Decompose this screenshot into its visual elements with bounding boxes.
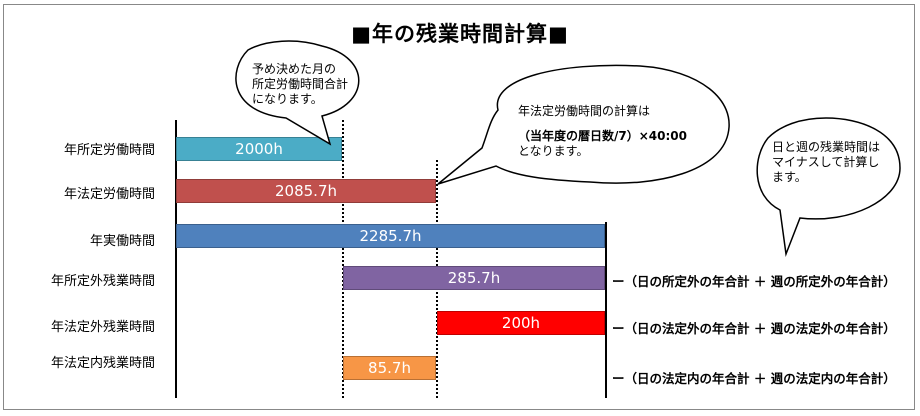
callout-bubble-negative [756,117,901,257]
formula-statutory-overtime: ー（日の法定外の年合計 ＋ 週の法定外の年合計） [612,321,896,336]
callout-bubble-prescribed [235,40,360,146]
formula-within-statutory-overtime: ー（日の法定内の年合計 ＋ 週の法定内の年合計） [612,371,896,386]
callout-statutory-line1: 年法定労働時間の計算は [518,104,651,118]
callout-statutory-line3: となります。 [518,144,589,158]
row-label-within-statutory-overtime: 年法定内残業時間 [50,356,155,371]
callout-prescribed-line2: 所定労働時間合計 [252,77,349,91]
callout-negative-line1: 日と週の残業時間は [772,140,881,154]
callout-prescribed-line3: になります。 [252,92,323,106]
row-label-statutory-overtime: 年法定外残業時間 [50,320,155,335]
bar-annual-statutory: 2085.7h [176,179,436,203]
row-label-prescribed-overtime: 年所定外残業時間 [50,274,155,289]
diagram-title: ■年の残業時間計算■ [351,22,569,46]
callout-statutory-text: 年法定労働時間の計算は （当年度の暦日数/7）×40:00 となります。 [518,104,718,159]
row-label-annual-statutory: 年法定労働時間 [63,187,155,202]
row-label-annual-actual: 年実働時間 [89,234,155,249]
bar-prescribed-overtime: 285.7h [343,266,605,290]
diagram-frame [3,4,915,410]
formula-prescribed-overtime: ー（日の所定外の年合計 ＋ 週の所定外の年合計） [612,274,896,289]
callout-negative-line2: マイナスして計算し [772,155,880,169]
callout-negative-text: 日と週の残業時間は マイナスして計算し ます。 [772,140,892,185]
bar-within-statutory-overtime: 85.7h [343,356,436,380]
bar-annual-actual: 2285.7h [176,224,605,248]
actual-end-line [605,222,607,398]
callout-negative-line3: ます。 [772,170,807,184]
axis-start-line [175,120,177,398]
callout-bubble-statutory [437,64,730,185]
bar-statutory-overtime: 200h [437,311,605,335]
prescribed-end-line [342,120,344,398]
callout-prescribed-text: 予め決めた月の 所定労働時間合計 になります。 [252,62,362,107]
row-label-annual-prescribed: 年所定労働時間 [63,143,155,158]
callout-statutory-line2: （当年度の暦日数/7）×40:00 [518,129,687,143]
callout-prescribed-line1: 予め決めた月の [252,62,337,76]
bar-annual-prescribed: 2000h [176,137,342,161]
